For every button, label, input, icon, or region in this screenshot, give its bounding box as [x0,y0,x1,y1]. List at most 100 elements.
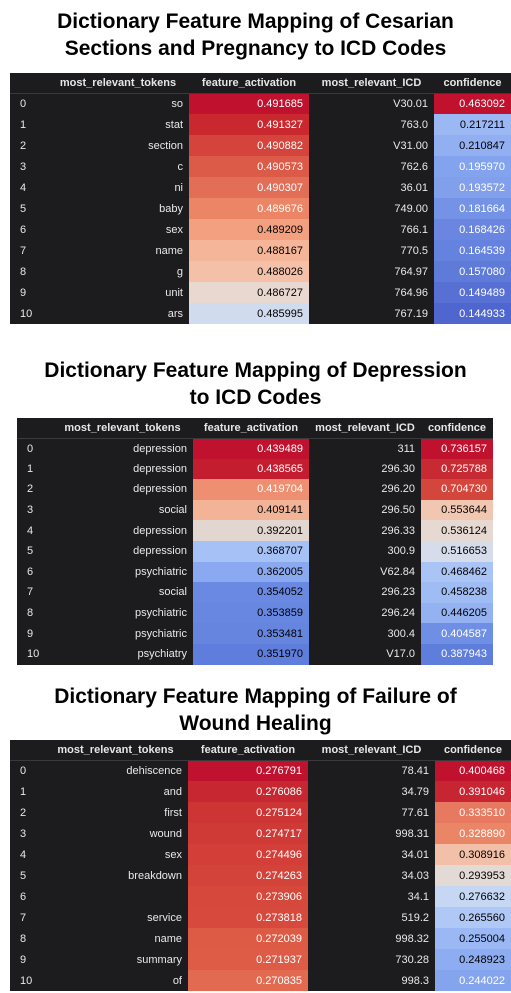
wound-healing-icd-table: most_relevant_tokens feature_activation mo… [10,740,511,991]
confidence-header: confidence [435,740,511,760]
row-index: 5 [20,869,27,882]
row-index: 1 [27,462,34,475]
icd-cell: V30.01 [393,97,428,110]
activation-cell: 0.276086 [188,781,308,802]
token-cell: psychiatric [135,565,187,578]
row-index: 3 [20,160,27,173]
activation-cell: 0.490573 [189,156,309,177]
icd-cell: 296.23 [381,586,415,599]
icd-header: most_relevant_ICD [308,740,435,760]
activation-cell: 0.419704 [193,479,309,500]
table-row: 4 sex 0.274496 34.01 0.308916 [10,844,511,865]
activation-cell: 0.438565 [193,458,309,480]
icd-cell: 296.20 [381,483,415,496]
confidence-header: confidence [434,73,511,93]
token-cell [43,886,188,907]
token-cell: depression [133,442,187,455]
activation-cell: 0.409141 [193,499,309,521]
table-row: 10 ars 0.485995 767.19 0.144933 [10,303,511,324]
row-index: 0 [20,764,27,777]
row-index: 10 [27,648,40,661]
row-index: 9 [20,286,27,299]
row-index: 8 [20,265,27,278]
activation-cell: 0.490307 [189,177,309,198]
table-2-title: Dictionary Feature Mapping of Depression… [0,357,511,411]
icd-cell: 296.33 [381,524,415,537]
row-index: 6 [20,890,27,903]
table-row: 3 wound 0.274717 998.31 0.328890 [10,823,511,844]
row-index: 0 [27,442,34,455]
table-1-title-line2: Sections and Pregnancy to ICD Codes [64,37,447,60]
token-cell: sex [165,223,183,236]
confidence-cell: 0.736157 [421,438,493,459]
icd-cell: V62.84 [380,565,415,578]
table-row: 9 unit 0.486727 764.96 0.149489 [10,282,511,303]
row-index: 9 [20,953,27,966]
confidence-cell: 0.193572 [434,177,511,198]
table-row: 5 depression 0.368707 300.9 0.516653 [17,540,493,562]
activation-cell: 0.362005 [193,561,309,583]
icd-cell: 730.28 [395,953,429,966]
table-row: 2 first 0.275124 77.61 0.333510 [10,802,511,823]
confidence-cell: 0.328890 [435,823,511,844]
icd-cell: 296.50 [381,504,415,517]
confidence-cell: 0.168426 [434,219,511,240]
row-index: 8 [27,607,34,620]
confidence-cell: 0.276632 [435,886,511,907]
confidence-cell: 0.391046 [435,781,511,802]
table-row: 4 ni 0.490307 36.01 0.193572 [10,177,511,198]
confidence-cell: 0.704730 [421,479,493,500]
table-row: 8 name 0.272039 998.32 0.255004 [10,928,511,949]
icd-cell: 300.9 [387,545,415,558]
token-cell: psychiatric [135,627,187,640]
activation-cell: 0.353481 [193,623,309,644]
table-row: 5 breakdown 0.274263 34.03 0.293953 [10,865,511,886]
activation-cell: 0.488026 [189,261,309,282]
token-cell: and [163,785,182,798]
token-cell: ni [174,181,183,194]
activation-cell: 0.274496 [188,844,308,865]
icd-cell: 296.30 [381,462,415,475]
token-cell: section [148,139,183,152]
activation-cell: 0.270835 [188,970,308,991]
icd-cell: 749.00 [394,202,428,215]
row-index: 9 [27,627,34,640]
token-cell: unit [165,286,183,299]
confidence-cell: 0.157080 [434,261,511,282]
confidence-cell: 0.265560 [435,907,511,928]
activation-cell: 0.490882 [189,135,309,156]
table-3-title: Dictionary Feature Mapping of Failure of… [0,683,511,737]
row-index: 10 [20,307,33,320]
table-row: 1 stat 0.491327 763.0 0.217211 [10,114,511,135]
confidence-cell: 0.195970 [434,156,511,177]
table-row: 7 name 0.488167 770.5 0.164539 [10,240,511,261]
table-row: 10 psychiatry 0.351970 V17.0 0.387943 [17,643,493,665]
row-index: 7 [27,586,34,599]
confidence-cell: 0.255004 [435,928,511,949]
table-1-title-line1: Dictionary Feature Mapping of Cesarian [57,10,454,33]
confidence-cell: 0.404587 [421,623,493,644]
row-index: 1 [20,785,27,798]
confidence-cell: 0.248923 [435,949,511,970]
icd-cell: 34.03 [401,869,429,882]
icd-cell: 77.61 [401,806,429,819]
icd-cell: 34.1 [407,890,429,903]
table-row: 1 depression 0.438565 296.30 0.725788 [17,458,493,480]
row-index: 1 [20,118,27,131]
icd-cell: 300.4 [387,627,415,640]
activation-cell: 0.488167 [189,240,309,261]
token-cell: c [177,160,184,173]
table-2-title-line1: Dictionary Feature Mapping of Depression [44,359,467,382]
activation-cell: 0.274717 [188,823,308,844]
icd-cell: 767.19 [394,307,428,320]
confidence-cell: 0.553644 [421,499,493,521]
row-index: 2 [20,806,27,819]
activation-cell: 0.491685 [189,93,309,114]
token-cell: depression [133,483,187,496]
row-index: 2 [27,483,34,496]
row-index: 4 [27,524,34,537]
activation-cell: 0.276791 [188,760,308,781]
depression-icd-table: most_relevant_tokens feature_activation mo… [17,418,493,665]
token-cell: social [158,586,187,599]
token-cell: psychiatry [137,648,187,661]
